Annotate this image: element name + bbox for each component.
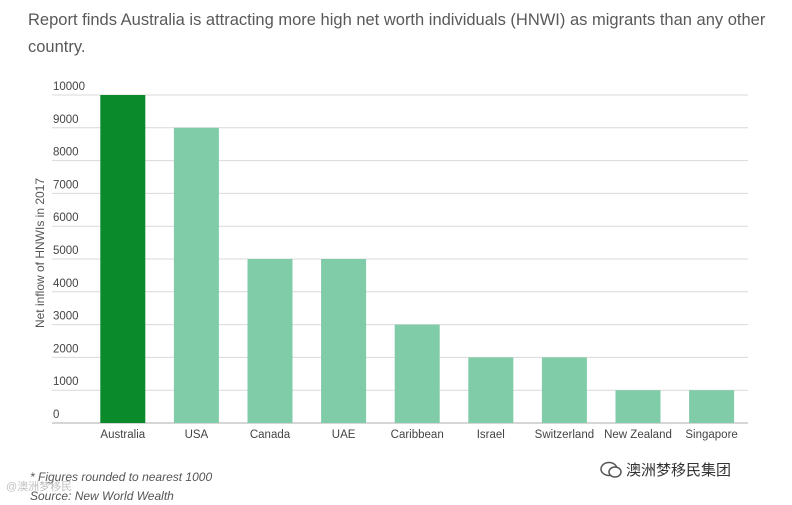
bar-caribbean (394, 324, 440, 423)
bar-new-zealand (615, 390, 661, 423)
y-tick-label: 1000 (53, 376, 79, 388)
x-tick-label: Singapore (685, 429, 737, 441)
x-tick-label: Canada (250, 429, 291, 441)
x-axis-labels: Australia USA Canada UAE Caribbean Israel Swit… (100, 429, 737, 441)
bar-singapore (689, 390, 735, 423)
footnote-source: Source: New World Wealth (30, 489, 174, 503)
y-tick-label: 7000 (53, 179, 79, 191)
watermark-brand: 澳洲梦移民集团 (600, 459, 731, 480)
x-tick-label: Caribbean (391, 429, 444, 441)
x-tick-label: New Zealand (604, 429, 672, 441)
y-tick-label: 6000 (53, 212, 79, 224)
chart-title: Report finds Australia is attracting mor… (28, 11, 766, 56)
y-tick-label: 8000 (53, 147, 79, 159)
bar-switzerland (541, 357, 587, 423)
y-axis-label: Net inflow of HNWIs in 2017 (33, 178, 47, 328)
bar-israel (468, 357, 514, 423)
x-tick-label: Israel (477, 429, 505, 441)
bar-uae (321, 259, 367, 423)
x-tick-label: Australia (100, 429, 145, 441)
bar-australia (100, 95, 146, 423)
y-tick-label: 5000 (53, 245, 79, 257)
y-tick-label: 0 (53, 409, 59, 421)
y-tick-label: 4000 (53, 278, 79, 290)
y-axis-ticks: 0 1000 2000 3000 4000 5000 6000 7000 8000 9000 100… (53, 81, 85, 421)
bar-chart: 0 1000 2000 3000 4000 5000 6000 7000 8000 9000 100… (33, 81, 748, 441)
wechat-icon (600, 461, 622, 478)
y-tick-label: 9000 (53, 114, 79, 126)
bar-usa (173, 127, 219, 424)
bar-canada (247, 259, 293, 423)
y-tick-label: 2000 (53, 343, 79, 355)
x-tick-label: UAE (332, 429, 356, 441)
footnote-rounding: * Figures rounded to nearest 1000 (30, 470, 213, 484)
x-tick-label: USA (185, 429, 209, 441)
watermark-brand-text: 澳洲梦移民集团 (626, 462, 732, 479)
watermark-left: @澳洲梦移民 (6, 481, 73, 493)
y-tick-label: 3000 (53, 311, 79, 323)
x-tick-label: Switzerland (535, 429, 594, 441)
y-tick-label: 10000 (53, 81, 85, 93)
bars (100, 95, 735, 424)
